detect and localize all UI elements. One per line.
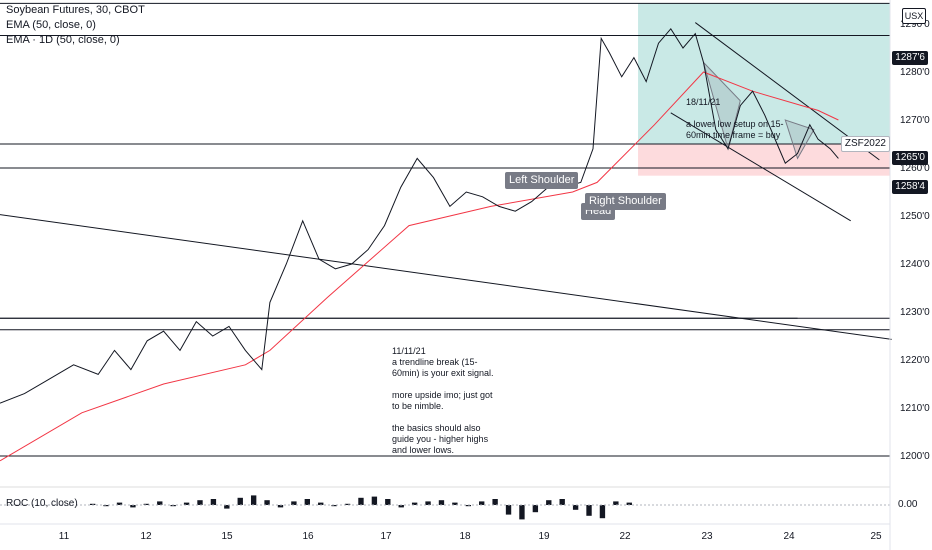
x-tick-label: 24: [783, 531, 795, 542]
roc-bar-4: [143, 503, 150, 505]
x-tick-label: 23: [701, 531, 713, 542]
y-tick-label: 1220'0: [900, 355, 930, 366]
left-shoulder-label: Left Shoulder: [505, 172, 579, 189]
x-tick-label: 18: [459, 531, 471, 542]
roc-bar-36: [572, 505, 579, 510]
y-tick-label: 1230'0: [900, 307, 930, 318]
current-price-tag: 1265'0: [892, 151, 928, 165]
roc-bar-26: [438, 500, 445, 505]
roc-bar-8: [197, 500, 203, 505]
roc-bar-21: [371, 496, 378, 505]
roc-bar-19: [344, 503, 351, 505]
roc-bar-28: [465, 505, 471, 507]
pattern-triangles: [702, 62, 815, 160]
roc-bar-7: [183, 502, 190, 505]
ema-daily-indicator-label[interactable]: EMA · 1D (50, close, 0): [6, 34, 120, 46]
trendline-0: [0, 214, 892, 340]
price-line: [0, 27, 839, 404]
x-tick-label: 12: [140, 531, 152, 542]
symbol-price-tag: ZSF2022: [840, 136, 890, 152]
roc-bar-34: [546, 500, 552, 505]
roc-bar-16: [304, 499, 310, 505]
pattern-triangle-1: [784, 119, 815, 160]
roc-bar-14: [277, 505, 284, 508]
x-tick-label: 11: [59, 531, 70, 542]
trendline-2: [670, 112, 851, 222]
pattern-triangle-0: [702, 62, 741, 151]
y-tick-label: 1280'0: [900, 67, 930, 78]
roc-bar-37: [586, 505, 592, 516]
roc-bars: [90, 495, 632, 520]
roc-bar-20: [358, 497, 364, 505]
roc-bar-30: [492, 499, 498, 505]
x-tick-label: 19: [538, 531, 550, 542]
x-tick-label: 22: [619, 531, 631, 542]
y-tick-label: 1260'0: [900, 163, 930, 174]
ema-line: [0, 71, 839, 462]
roc-bar-15: [291, 501, 297, 505]
roc-bar-25: [425, 501, 431, 505]
roc-bar-3: [130, 505, 136, 508]
ema-indicator-label[interactable]: EMA (50, close, 0): [6, 19, 96, 31]
roc-bar-31: [505, 505, 512, 515]
symbol-label[interactable]: Soybean Futures, 30, CBOT: [6, 4, 145, 16]
y-tick-label: 1210'0: [900, 403, 930, 414]
roc-label[interactable]: ROC (10, close): [6, 498, 78, 509]
x-tick-label: 17: [380, 531, 392, 542]
roc-bar-17: [318, 502, 324, 505]
roc-bar-9: [210, 499, 217, 505]
roc-bar-35: [559, 499, 565, 505]
note-bottom: 11/11/21 a trendline break (15- 60min) i…: [392, 346, 494, 455]
roc-bar-11: [237, 497, 243, 505]
y-tick-label: 1290'0: [900, 19, 930, 30]
resistance-price-tag: 1287'6: [892, 51, 928, 65]
right-shoulder-label: Right Shoulder: [585, 193, 666, 210]
currency-badge[interactable]: USX: [902, 8, 926, 24]
roc-bar-22: [385, 499, 391, 505]
roc-bar-27: [452, 502, 458, 505]
chart-legend: Soybean Futures, 30, CBOT EMA (50, close…: [6, 3, 145, 48]
roc-bar-2: [116, 502, 123, 505]
roc-zero-value: 0.00: [898, 499, 918, 510]
roc-bar-18: [331, 505, 337, 507]
roc-bar-38: [599, 505, 606, 519]
y-tick-label: 1200'0: [900, 451, 930, 462]
roc-bar-32: [519, 505, 525, 520]
support-price-tag: 1258'4: [892, 180, 928, 194]
roc-bar-1: [103, 505, 109, 507]
roc-bar-13: [264, 500, 270, 505]
roc-bar-5: [157, 501, 163, 505]
x-tick-label: 25: [870, 531, 882, 542]
roc-bar-39: [613, 501, 619, 505]
roc-bar-6: [170, 505, 176, 507]
roc-bar-23: [398, 505, 404, 508]
price-axis-ticks: 1290'0 1280'0 1270'0 1260'0 1250'0 1240'0 1230…: [900, 19, 930, 462]
y-tick-label: 1240'0: [900, 259, 930, 270]
roc-bar-33: [532, 505, 539, 513]
time-axis-ticks: 11 12 15 16 17 18 19 22 23 24 25: [59, 531, 882, 542]
x-tick-label: 15: [221, 531, 233, 542]
roc-bar-24: [411, 502, 418, 505]
roc-bar-40: [626, 502, 632, 505]
roc-bar-10: [224, 505, 230, 509]
roc-bar-29: [479, 501, 485, 505]
y-tick-label: 1250'0: [900, 211, 930, 222]
roc-bar-12: [250, 495, 257, 505]
roc-bar-0: [90, 503, 96, 505]
x-tick-label: 16: [302, 531, 314, 542]
note-top: 18/11/21 a lower low setup on 15- 60min …: [686, 97, 784, 140]
y-tick-label: 1270'0: [900, 115, 930, 126]
